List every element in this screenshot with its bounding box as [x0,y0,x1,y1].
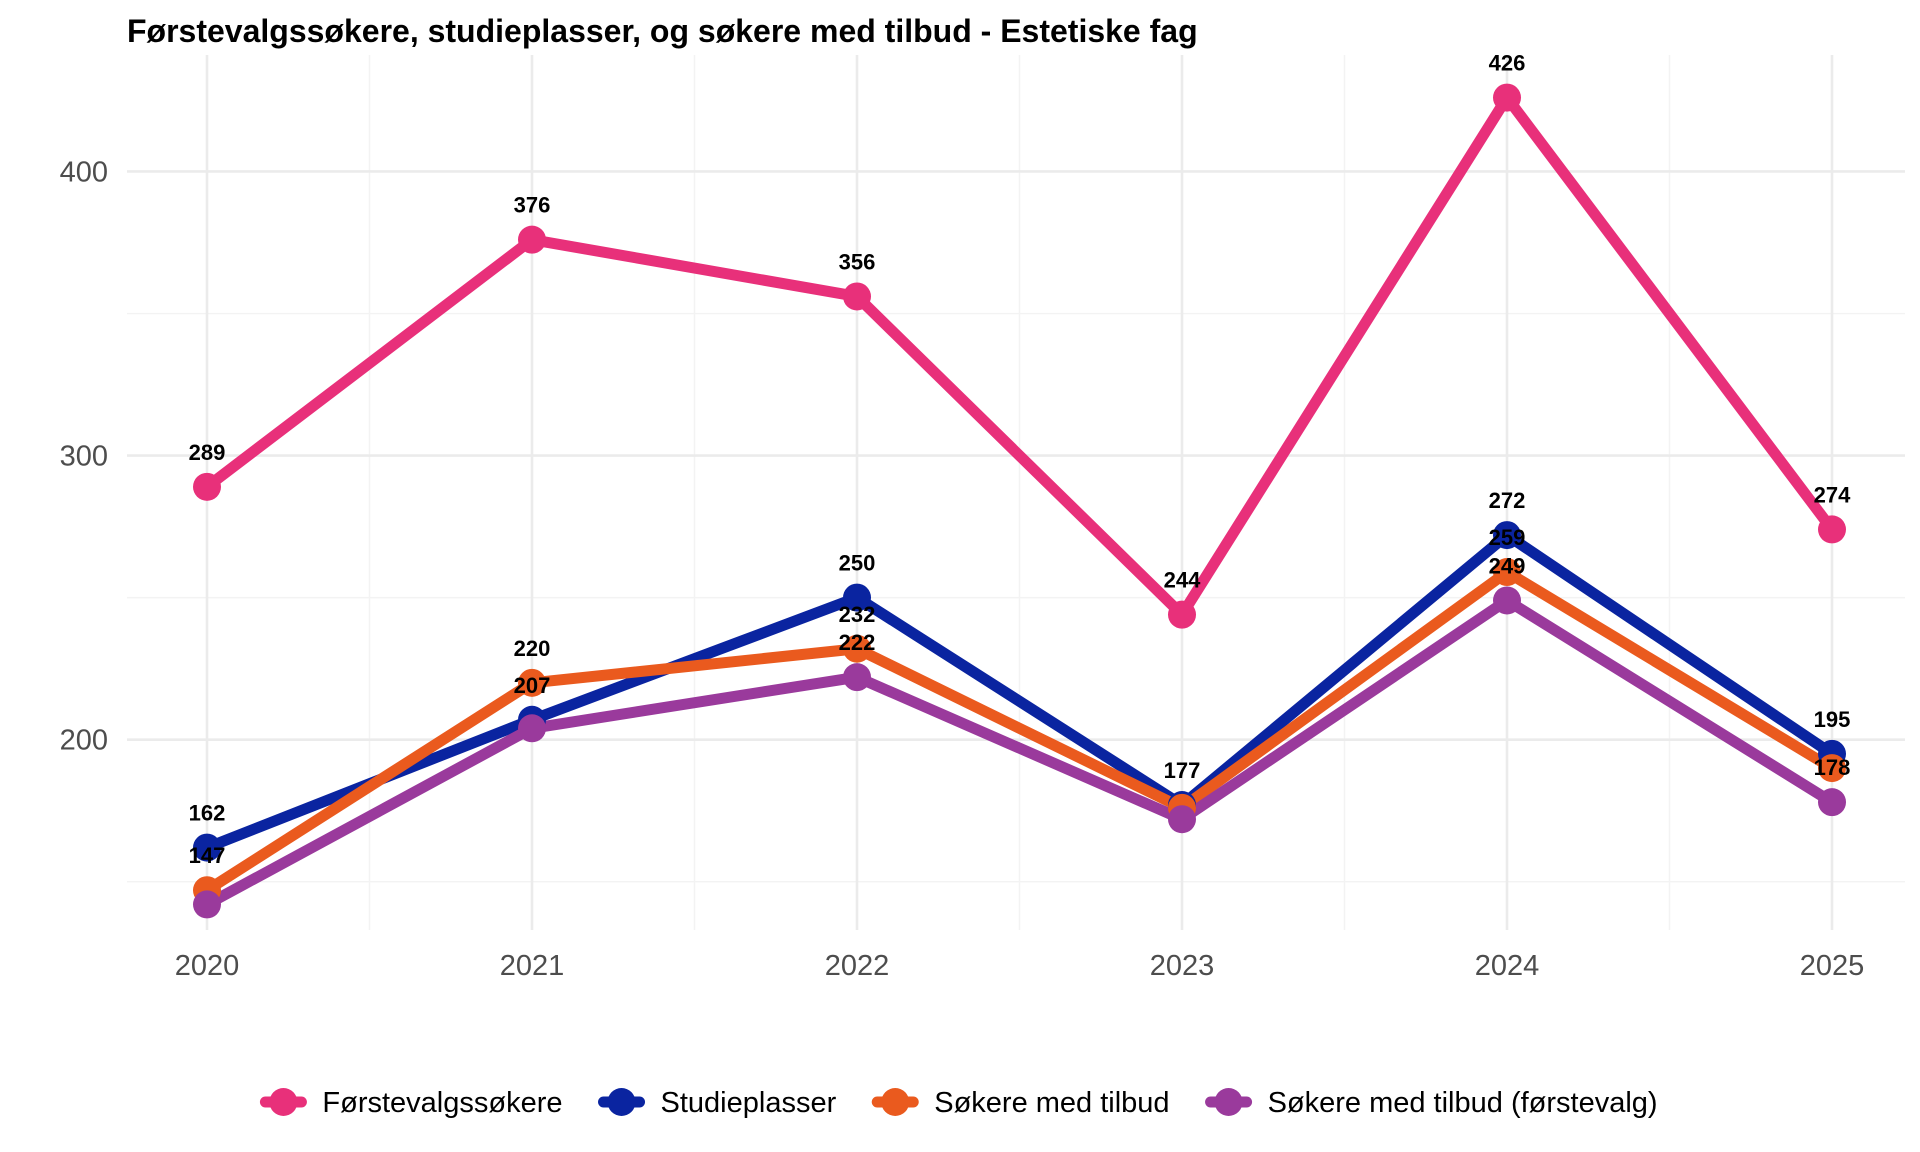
chart-title: Førstevalgssøkere, studieplasser, og søk… [127,13,1198,49]
data-point-series-1 [1168,600,1196,629]
data-label: 376 [514,193,551,218]
data-point-series-4 [1168,805,1196,834]
legend-item-3: Søkere med tilbud [871,1087,1170,1119]
data-label: 259 [1489,525,1526,550]
x-tick-label: 2022 [825,950,890,982]
data-label: 249 [1489,553,1526,578]
legend-key-marker [881,1088,910,1116]
data-point-series-4 [1818,788,1846,817]
data-label: 220 [514,636,551,661]
data-labels: 289 376 356 244 426 274 162 207 250 177 272 195 147 2… [189,51,1851,869]
legend-label: Søkere med tilbud (førstevalg) [1268,1087,1658,1119]
legend-label: Søkere med tilbud [934,1087,1169,1119]
data-label: 250 [839,551,876,576]
legend-item-1: Førstevalgssøkere [259,1087,563,1119]
y-tick-label: 400 [60,156,108,188]
data-point-series-4 [843,663,871,692]
legend-item-2: Studieplasser [598,1087,837,1119]
data-label: 244 [1164,568,1201,593]
data-point-series-4 [1493,586,1521,615]
legend-label: Studieplasser [661,1087,837,1119]
legend-item-4: Søkere med tilbud (førstevalg) [1205,1087,1658,1119]
x-tick-label: 2024 [1475,950,1540,982]
x-tick-label: 2020 [175,950,240,982]
series-line-4 [201,594,1838,910]
data-label: 162 [189,801,226,826]
data-point-series-3 [518,668,546,697]
data-point-series-2 [193,833,221,862]
data-point-series-1 [518,225,546,254]
legend-key-marker [607,1088,636,1116]
data-label: 426 [1489,51,1526,76]
axes: 200 300 400 2020 2021 2022 2023 2024 2025 [60,156,1865,982]
data-label: 207 [514,673,551,698]
x-tick-label: 2025 [1800,950,1865,982]
data-point-series-2 [843,583,871,612]
data-label: 178 [1814,755,1851,780]
data-label: 222 [839,630,876,655]
data-point-series-3 [1818,754,1846,783]
data-label: 232 [839,602,876,627]
data-label: 147 [189,843,226,868]
series-lines [193,83,1846,919]
series-line-1 [201,92,1838,621]
data-point-series-1 [193,472,221,501]
data-label: 177 [1164,758,1201,783]
data-point-series-4 [518,714,546,743]
y-tick-label: 300 [60,441,108,473]
data-point-series-3 [843,634,871,663]
data-label: 289 [189,440,226,465]
grid [127,55,1905,930]
series-line-2 [201,529,1838,854]
legend-label: Førstevalgssøkere [322,1087,562,1119]
x-tick-label: 2021 [500,950,565,982]
data-point-series-3 [1493,558,1521,587]
data-label: 356 [839,249,876,274]
legend-key-marker [269,1088,298,1116]
data-point-series-1 [1818,515,1846,544]
data-point-series-4 [193,890,221,919]
x-tick-label: 2023 [1150,950,1215,982]
legend: Førstevalgssøkere Studieplasser Søkere med… [259,1087,1658,1119]
data-label: 274 [1814,482,1851,507]
y-tick-label: 200 [60,725,108,757]
data-label: 195 [1814,707,1851,732]
data-point-series-1 [1493,83,1521,112]
data-point-series-2 [1493,521,1521,550]
legend-key-marker [1214,1088,1243,1116]
data-point-series-1 [843,282,871,311]
series-line-3 [201,566,1838,896]
data-label: 272 [1489,488,1526,513]
